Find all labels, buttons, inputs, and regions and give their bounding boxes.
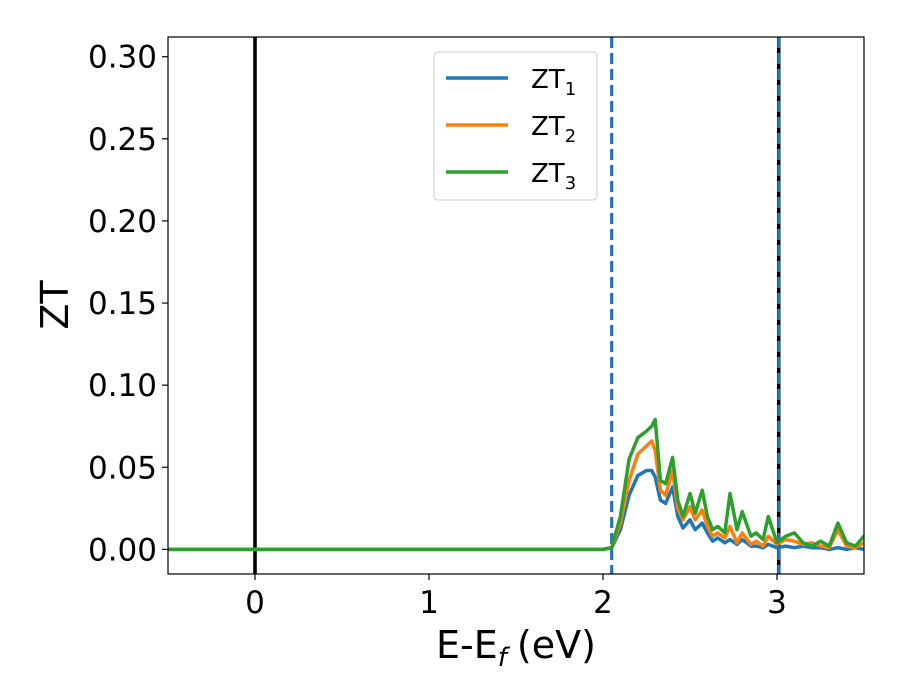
x-tick-label: 3 (767, 585, 787, 621)
x-tick-label: 0 (245, 585, 265, 621)
y-tick-label: 0.10 (88, 368, 157, 404)
legend-label-zt2: ZT2 (531, 112, 576, 147)
legend-label-zt1: ZT1 (531, 65, 576, 100)
y-tick-label: 0.25 (88, 122, 157, 158)
y-axis-title: ZT (33, 280, 77, 330)
series-lines (168, 417, 864, 552)
y-axis: 0.00 0.05 0.10 0.15 0.20 0.25 0.30 (88, 40, 168, 568)
x-axis-title-unit: (eV) (517, 623, 596, 667)
series-line-zt1 (168, 468, 864, 552)
plot-frame (167, 36, 865, 575)
y-tick-label: 0.20 (88, 204, 157, 240)
series-line-zt3 (168, 417, 864, 552)
y-tick-label: 0.30 (88, 40, 157, 76)
legend: ZT1 ZT2 ZT3 (433, 51, 598, 201)
legend-label-zt3: ZT3 (531, 159, 576, 194)
y-tick-label: 0.00 (88, 532, 157, 568)
x-axis: 0 1 2 3 (245, 574, 787, 621)
legend-box (433, 51, 598, 201)
x-axis-title: E-Ef (eV) (436, 623, 596, 673)
y-tick-label: 0.05 (88, 450, 157, 486)
series-line-zt2 (168, 439, 864, 552)
x-tick-label: 1 (419, 585, 439, 621)
y-tick-label: 0.15 (88, 286, 157, 322)
x-axis-title-main: E-E (436, 623, 498, 667)
x-axis-title-sub: f (498, 643, 511, 673)
x-tick-label: 2 (593, 585, 613, 621)
vertical-reference-lines (253, 37, 781, 574)
